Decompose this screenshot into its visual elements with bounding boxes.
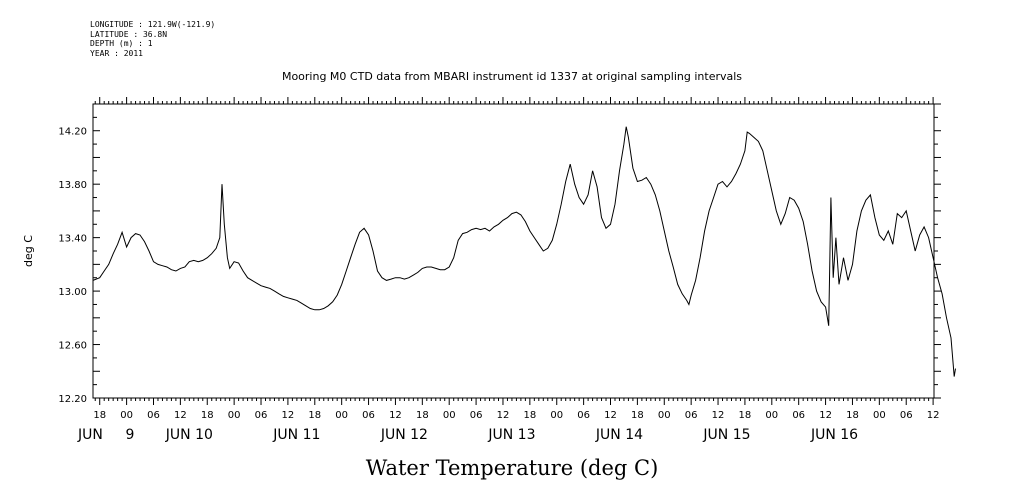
x-day-label: 9 — [126, 427, 135, 443]
depth-label: DEPTH (m) : 1 — [90, 39, 153, 48]
year-label: YEAR : 2011 — [90, 48, 143, 58]
x-hour-label: 18 — [308, 410, 321, 421]
x-hour-label: 12 — [712, 410, 725, 421]
y-tick-label: 13.40 — [58, 234, 87, 245]
x-day-label: JUN 11 — [272, 427, 320, 443]
x-hour-label: 00 — [658, 410, 671, 421]
metadata-block: LONGITUDE : 121.9W(-121.9) LATITUDE : 36… — [90, 20, 215, 58]
x-hour-label: 06 — [470, 410, 483, 421]
x-hour-label: 12 — [282, 410, 295, 421]
x-hour-label: 18 — [93, 410, 106, 421]
x-day-label: JUN 14 — [595, 427, 643, 443]
x-hour-label: 00 — [335, 410, 348, 421]
x-hour-label: 18 — [523, 410, 536, 421]
series-layer — [92, 126, 956, 377]
latitude-label: LATITUDE : 36.8N — [90, 29, 168, 39]
x-day-label: JUN 15 — [702, 427, 750, 443]
y-tick-label: 12.60 — [58, 341, 87, 352]
x-hour-label: 06 — [362, 410, 375, 421]
x-hour-label: 18 — [846, 410, 859, 421]
chart-title: Mooring M0 CTD data from MBARI instrumen… — [282, 70, 742, 83]
x-hour-label: 12 — [604, 410, 617, 421]
x-hour-label: 06 — [255, 410, 268, 421]
x-day-label: JUN — [77, 427, 103, 443]
temperature-series-line — [92, 126, 956, 377]
x-hour-label: 06 — [147, 410, 160, 421]
x-day-label: JUN 13 — [487, 427, 535, 443]
x-hour-label: 00 — [550, 410, 563, 421]
y-tick-label: 13.80 — [58, 180, 87, 191]
x-axis-label: Water Temperature (deg C) — [366, 456, 659, 480]
y-axis-label: deg C — [22, 235, 35, 267]
x-day-label: JUN 10 — [165, 427, 213, 443]
plot-frame — [92, 103, 935, 399]
x-hour-label: 12 — [497, 410, 510, 421]
x-hour-label: 18 — [739, 410, 752, 421]
y-tick-label: 12.20 — [58, 394, 87, 405]
x-day-label: JUN 12 — [380, 427, 428, 443]
x-hour-label: 12 — [174, 410, 187, 421]
x-hour-label: 12 — [819, 410, 832, 421]
x-hour-label: 06 — [792, 410, 805, 421]
x-hour-label: 06 — [685, 410, 698, 421]
y-axis: 12.20 12.60 13.00 13.40 13.80 14.20 — [58, 103, 941, 405]
x-hour-label: 18 — [201, 410, 214, 421]
y-tick-label: 14.20 — [58, 127, 87, 138]
x-hour-label: 00 — [765, 410, 778, 421]
longitude-label: LONGITUDE : 121.9W(-121.9) — [90, 20, 216, 29]
x-hour-label: 06 — [577, 410, 590, 421]
x-hour-label: 18 — [416, 410, 429, 421]
x-hour-label: 12 — [389, 410, 402, 421]
x-hour-label: 00 — [873, 410, 886, 421]
x-hour-label: 12 — [927, 410, 940, 421]
x-day-label: JUN 16 — [810, 427, 858, 443]
x-hour-label: 18 — [631, 410, 644, 421]
x-hour-label: 06 — [900, 410, 913, 421]
x-axis: 18 00 06 12 18 00 06 12 18 00 06 12 18 00 06 12 18 00 06 12… — [77, 97, 939, 443]
y-tick-label: 13.00 — [58, 287, 87, 298]
x-hour-label: 00 — [228, 410, 241, 421]
x-hour-label: 00 — [120, 410, 133, 421]
x-hour-label: 00 — [443, 410, 456, 421]
